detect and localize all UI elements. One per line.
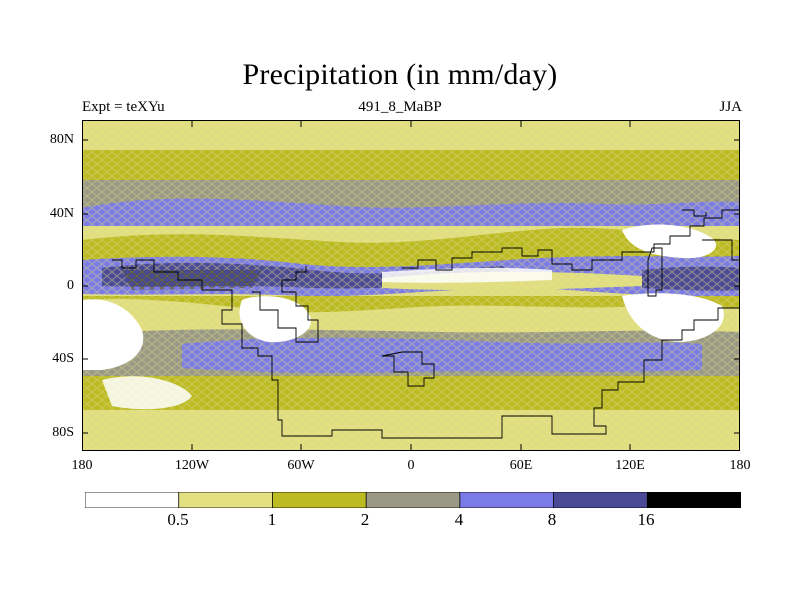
map-canvas [82, 120, 740, 451]
y-tick-label: 0 [67, 278, 74, 293]
y-tick-label: 80N [49, 132, 74, 147]
colorbar-swatch [553, 492, 649, 508]
coastline-south-america [252, 266, 319, 343]
precipitation-map [82, 120, 740, 451]
colorbar [85, 492, 741, 508]
x-tick-label: 180 [729, 458, 751, 473]
colorbar-label: 2 [360, 510, 370, 529]
coastline-north-east [682, 209, 707, 217]
coastlines [112, 209, 740, 439]
colorbar-label: 4 [454, 510, 464, 529]
dry-patch-southern [102, 376, 192, 410]
colorbar-swatch [178, 492, 274, 508]
dry-patch-asia [622, 224, 717, 259]
colorbar-swatch [365, 492, 461, 508]
coastline-islands [647, 247, 663, 297]
x-tick-label: 180 [71, 458, 93, 473]
x-tick-label: 60W [287, 458, 315, 473]
dry-patch-australia [622, 293, 724, 342]
colorbar-swatch [272, 492, 368, 508]
coastline-southern [112, 259, 740, 439]
colorbar-label: 8 [547, 510, 557, 529]
colorbar-swatch [459, 492, 555, 508]
coastline-africa-south [381, 351, 435, 387]
colorbar-label: 1 [267, 510, 277, 529]
y-tick-label: 40N [49, 206, 74, 221]
colorbar-label: 0.5 [167, 510, 189, 529]
plot-title: Precipitation (in mm/day) [242, 58, 558, 91]
y-tick-label: 80S [52, 425, 74, 440]
season-label: JJA [719, 99, 742, 115]
dry-patch-south-america [239, 296, 311, 343]
map-ticks [82, 120, 740, 451]
x-tick-label: 120W [174, 458, 210, 473]
x-tick-label: 60E [509, 458, 533, 473]
y-tick-label: 40S [52, 351, 74, 366]
coastline-eurasia [402, 209, 740, 271]
colorbar-swatch [85, 492, 180, 508]
dry-patch-equatorial [382, 267, 552, 283]
dry-patch-pacific-south [82, 299, 144, 370]
x-tick-label: 120E [615, 458, 645, 473]
x-tick-label: 0 [407, 458, 415, 473]
colorbar-label: 16 [637, 510, 655, 529]
colorbar-swatch [646, 492, 741, 508]
experiment-label: Expt = teXYu [82, 99, 165, 115]
time-period-label: 491_8_MaBP [358, 99, 442, 115]
coastline-east [702, 239, 740, 261]
